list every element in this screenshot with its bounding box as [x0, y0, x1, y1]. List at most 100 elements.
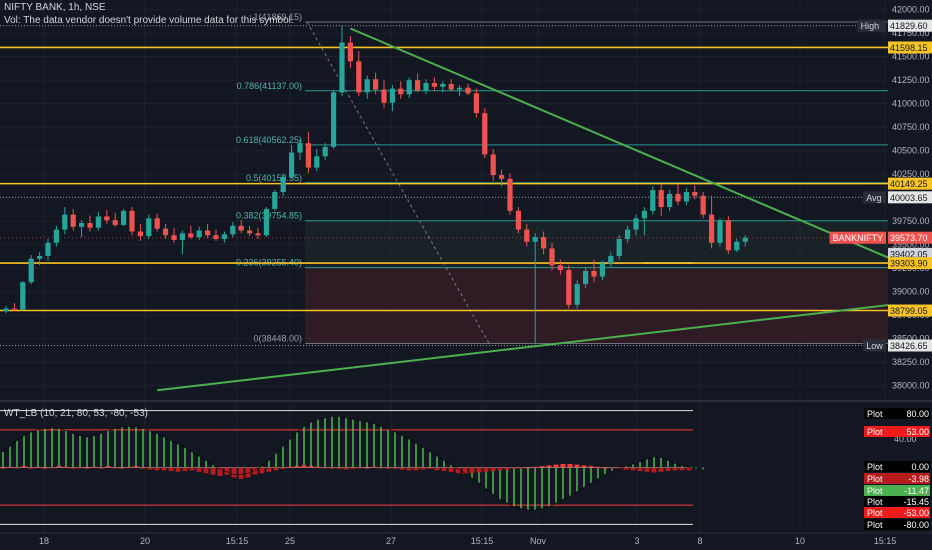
osc-diff-bar: [336, 467, 342, 469]
candle-body: [532, 237, 538, 242]
time-tick-label: 15:15: [226, 536, 249, 546]
osc-plot-tag-bg: [864, 507, 930, 518]
price-tag-value: 38426.65: [890, 341, 928, 351]
candle-body: [356, 61, 362, 93]
candle-body: [255, 233, 261, 236]
candle-body: [415, 80, 421, 91]
price-tag-bg: [888, 41, 932, 54]
price-tag-bg: [888, 191, 932, 204]
osc-plot-tag-bg: [864, 519, 930, 530]
candle-body: [667, 193, 673, 208]
osc-diff-bar: [553, 464, 559, 468]
osc-diff-bar: [630, 467, 636, 471]
osc-diff-bar: [581, 465, 587, 468]
candle-body: [457, 87, 463, 90]
osc-plot-tag-label: Plot: [867, 462, 883, 472]
candle-body: [381, 89, 387, 103]
candle-body: [171, 235, 177, 240]
osc-diff-bar: [525, 467, 531, 469]
candle-body: [465, 87, 471, 94]
volume-note: Vol: The data vendor doesn't provide vol…: [4, 15, 294, 26]
osc-diff-bar: [567, 463, 573, 468]
candle-body: [389, 88, 395, 103]
price-tick-label: 41000.00: [892, 99, 930, 109]
candle-body: [272, 192, 278, 209]
candle-body: [213, 235, 219, 239]
osc-diff-bar: [238, 467, 244, 479]
osc-diff-bar: [364, 467, 370, 469]
candle-body: [112, 220, 118, 225]
osc-diff-bar: [574, 464, 580, 468]
osc-diff-bar: [343, 467, 349, 470]
osc-diff-bar: [294, 466, 300, 468]
osc-plot-tag-bg: [864, 426, 930, 437]
candle-body: [515, 210, 521, 230]
candle-body: [423, 83, 429, 91]
osc-plot-tag-value: -53.00: [903, 508, 929, 518]
price-tag-value: 40149.25: [890, 179, 928, 189]
candle-body: [179, 233, 185, 240]
candle-body: [473, 93, 479, 114]
osc-diff-bar: [98, 467, 104, 469]
osc-diff-bar: [168, 467, 174, 472]
candle-body: [549, 248, 555, 266]
osc-diff-bar: [196, 467, 202, 472]
candle-body: [297, 143, 303, 153]
candle-body: [129, 210, 135, 232]
candle-body: [616, 239, 622, 256]
osc-diff-bar: [49, 467, 55, 469]
osc-plot-tag-label: Plot: [867, 409, 883, 419]
time-tick-label: Nov: [530, 536, 547, 546]
fib-label: 0.5(40158.55): [246, 173, 302, 183]
osc-diff-bar: [546, 465, 552, 468]
candle-body: [247, 230, 253, 234]
price-tick-label: 42000.00: [892, 5, 930, 15]
osc-plot-tag-bg: [864, 461, 930, 472]
candle-body: [490, 154, 496, 176]
osc-diff-bar: [357, 467, 363, 469]
osc-diff-bar: [427, 467, 433, 469]
osc-plot-tag-label: Plot: [867, 520, 883, 530]
osc-diff-bar: [665, 467, 671, 472]
osc-diff-bar: [308, 466, 314, 468]
candle-body: [205, 230, 211, 236]
price-tick-label: 41250.00: [892, 75, 930, 85]
osc-diff-bar: [231, 467, 237, 478]
osc-diff-bar: [63, 466, 69, 468]
candle-body: [221, 234, 227, 239]
price-tag-bg: [888, 231, 932, 244]
candle-body: [583, 270, 589, 285]
candle-body: [314, 156, 320, 168]
candle-body: [28, 258, 34, 283]
candle-body: [591, 270, 597, 277]
osc-diff-bar: [77, 467, 83, 469]
osc-diff-bar: [602, 467, 608, 469]
time-axis-bg: [0, 533, 932, 550]
candle-body: [641, 210, 647, 219]
candle-body: [53, 229, 59, 243]
osc-diff-bar: [441, 467, 447, 472]
osc-diff-bar: [623, 467, 629, 470]
osc-diff-bar: [679, 467, 685, 471]
osc-diff-bar: [287, 466, 293, 468]
osc-diff-bar: [21, 466, 27, 468]
candle-body: [658, 190, 664, 208]
osc-diff-bar: [84, 467, 90, 469]
candle-body: [717, 220, 723, 243]
osc-diff-bar: [315, 466, 321, 468]
osc-diff-bar: [42, 467, 48, 469]
price-tag-label: Avg: [866, 193, 881, 203]
fib-label: 1(41869.15): [253, 12, 302, 22]
fib-anchor-line: [306, 21, 490, 344]
candle-body: [104, 216, 110, 221]
price-tag-value: 39573.70: [890, 233, 928, 243]
candle-body: [599, 263, 605, 277]
osc-diff-bar: [420, 467, 426, 470]
price-tag-label: Low: [866, 341, 883, 351]
price-tag-value: 39402.05: [890, 249, 928, 259]
osc-diff-bar: [413, 467, 419, 471]
osc-diff-bar: [70, 467, 76, 469]
candle-body: [347, 42, 353, 62]
candle-body: [700, 195, 706, 215]
osc-diff-bar: [462, 467, 468, 474]
